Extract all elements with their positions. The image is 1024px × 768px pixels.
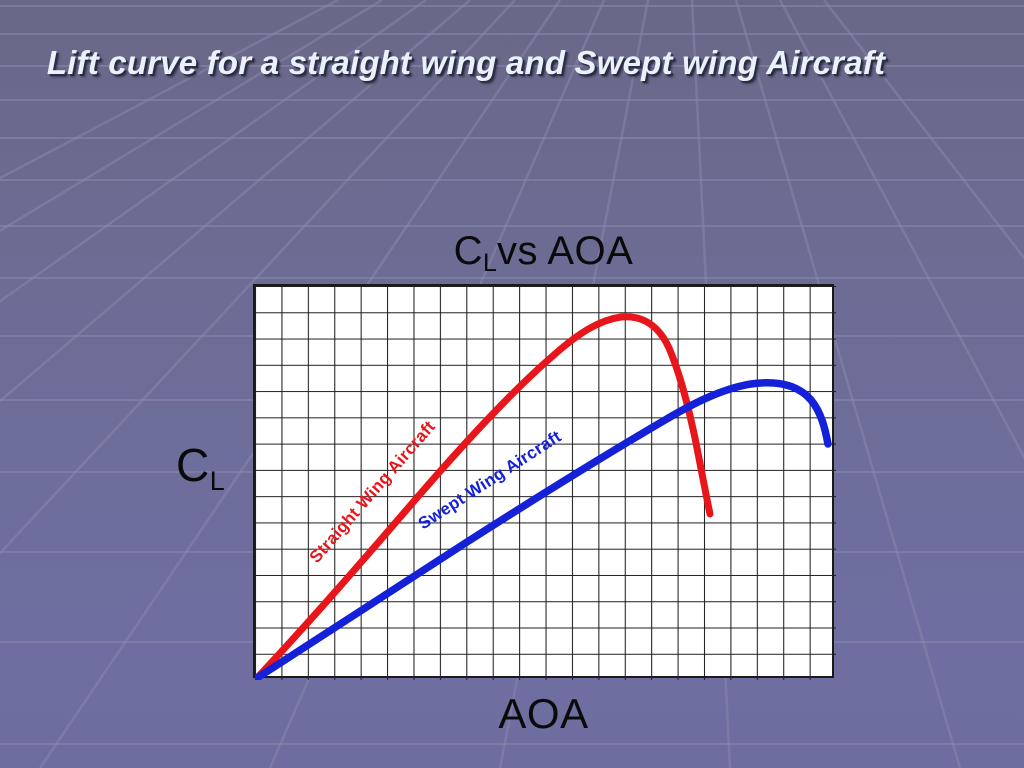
chart-title-rest: vs AOA [496,229,634,273]
chart-title-subscript: L [483,249,497,277]
series-line-straight-wing [255,313,714,680]
y-axis-label-main: C [176,439,210,491]
y-axis-label-subscript: L [209,466,226,496]
slide-title: Lift curve for a straight wing and Swept… [46,44,886,81]
chart-title-main: C [453,229,484,273]
series-line-swept-wing [255,379,832,680]
chart-title: CLvs AOA [253,228,834,279]
x-axis-label: AOA [498,690,589,737]
plot-area: Straight Wing Aircraft Swept Wing Aircra… [253,284,836,680]
plot-svg: Straight Wing Aircraft Swept Wing Aircra… [255,286,836,680]
y-axis-label: CL [176,440,225,497]
